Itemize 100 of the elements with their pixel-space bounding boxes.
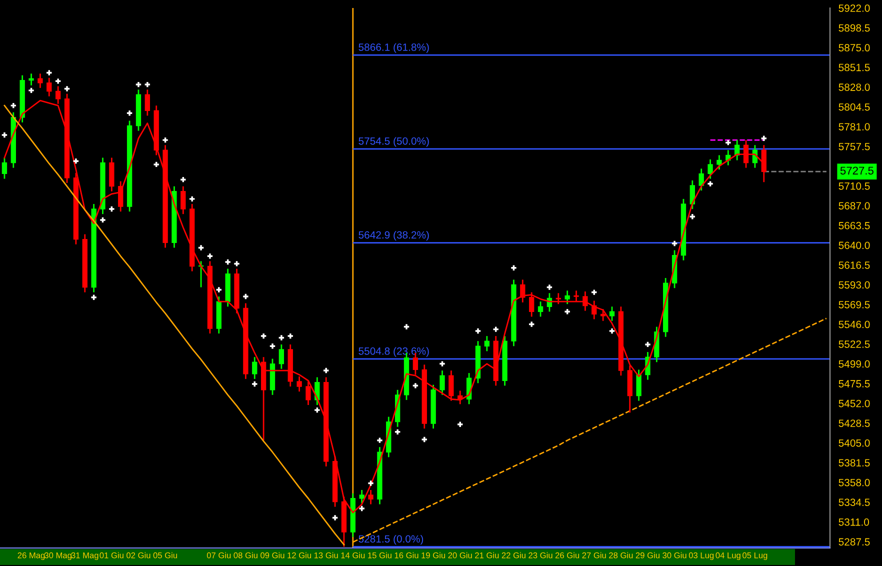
point <box>28 88 34 94</box>
point <box>64 86 70 92</box>
y-tick-label: 5358.0 <box>838 478 870 486</box>
point <box>46 70 52 76</box>
candlestick <box>278 344 284 370</box>
y-tick-label: 5616.5 <box>838 261 870 269</box>
point <box>91 294 96 300</box>
candlestick <box>180 186 186 215</box>
candlestick <box>716 154 722 170</box>
y-tick-label: 5710.5 <box>838 182 870 190</box>
point <box>225 259 230 265</box>
point <box>672 240 678 246</box>
x-tick-label: 07 Giu <box>206 552 231 558</box>
y-tick-label: 5687.0 <box>838 202 870 210</box>
point <box>564 309 570 314</box>
line-series <box>4 104 345 546</box>
point <box>332 515 338 520</box>
point <box>234 261 240 266</box>
x-tick-label: 15 Giu <box>368 552 392 558</box>
point <box>2 132 8 138</box>
candlestick <box>636 368 642 402</box>
candlestick <box>359 489 364 504</box>
x-tick-label: 23 Giu <box>528 552 552 558</box>
x-tick-label: 29 Giu <box>636 552 660 558</box>
x-tick-label: 16 Giu <box>394 552 418 558</box>
y-tick-label: 5522.5 <box>838 340 870 348</box>
x-tick-label: 20 Giu <box>448 552 472 558</box>
candlestick <box>484 335 490 352</box>
point <box>324 368 329 374</box>
x-tick-label: 02 Giu <box>126 552 150 558</box>
candlestick <box>609 306 615 322</box>
y-tick-label: 5898.5 <box>838 24 870 32</box>
y-tick-label: 5757.5 <box>838 142 870 150</box>
x-tick-label: 05 Giu <box>153 552 178 558</box>
point <box>368 480 374 486</box>
candlestick <box>38 72 43 89</box>
candlestick <box>582 290 588 312</box>
candlestick <box>708 158 713 180</box>
candlestick <box>46 77 52 98</box>
point <box>422 436 427 442</box>
y-tick-label: 5851.5 <box>838 64 870 72</box>
point <box>189 196 195 202</box>
x-tick-label: 04 Lug <box>716 552 740 560</box>
point <box>726 140 731 146</box>
x-tick-label: 27 Giu <box>582 552 606 558</box>
candlestick <box>28 72 34 86</box>
candlestick <box>2 157 8 180</box>
point <box>10 102 16 108</box>
y-tick-label: 5663.5 <box>838 222 870 230</box>
point <box>493 326 498 332</box>
point <box>126 110 132 116</box>
x-tick-label: 30 Mag <box>44 552 72 560</box>
y-tick-label: 5922.0 <box>838 4 870 12</box>
point <box>412 383 418 388</box>
point <box>252 381 258 387</box>
point <box>100 217 106 223</box>
point <box>154 162 159 168</box>
candlestick <box>538 300 544 318</box>
point <box>645 342 650 348</box>
y-tick-label: 5499.0 <box>838 360 870 368</box>
point <box>690 214 696 220</box>
y-tick-label: 5781.0 <box>838 123 870 130</box>
point <box>278 335 284 340</box>
x-tick-label: 19 Giu <box>422 552 446 558</box>
x-tick-label: 03 Lug <box>688 552 714 560</box>
point <box>511 265 516 271</box>
candlestick <box>306 380 311 406</box>
x-tick-label: 28 Giu <box>609 552 633 558</box>
point <box>207 254 213 259</box>
ref-line-label: 5642.9 (38.2%) <box>358 230 429 241</box>
x-tick-label: 09 Giu <box>260 552 284 558</box>
point <box>394 429 400 435</box>
point <box>288 333 293 339</box>
point <box>528 322 534 327</box>
ref-line-label: 5866.1 (61.8%) <box>358 43 429 53</box>
x-tick-label: 31 Mag <box>71 552 98 560</box>
candlestick <box>698 168 704 192</box>
candlestick <box>144 88 150 116</box>
y-tick-label: 5452.0 <box>838 400 870 408</box>
x-tick-label: 26 Giu <box>555 552 580 558</box>
y-tick-label: 5405.0 <box>838 439 870 447</box>
y-tick-label: 5311.0 <box>838 518 870 526</box>
text: 5727.5 <box>840 166 874 175</box>
point <box>243 294 248 300</box>
y-tick-label: 5804.5 <box>838 103 870 111</box>
point <box>546 284 552 290</box>
ref-line-label: 5754.5 (50.0%) <box>358 137 429 147</box>
candlestick <box>448 370 454 402</box>
point <box>404 324 410 330</box>
x-tick-label: 14 Giu <box>341 552 365 558</box>
y-tick-label: 5546.0 <box>838 320 870 328</box>
point <box>55 78 61 84</box>
point <box>144 82 150 88</box>
ref-line-label: 5281.5 (0.0%) <box>358 534 424 545</box>
point <box>109 206 114 212</box>
y-tick-label: 5875.0 <box>838 44 870 52</box>
candlestick <box>574 290 579 302</box>
y-tick-label: 5287.5 <box>838 538 870 546</box>
x-tick-label: 13 Giu <box>314 552 338 558</box>
point <box>609 328 615 334</box>
